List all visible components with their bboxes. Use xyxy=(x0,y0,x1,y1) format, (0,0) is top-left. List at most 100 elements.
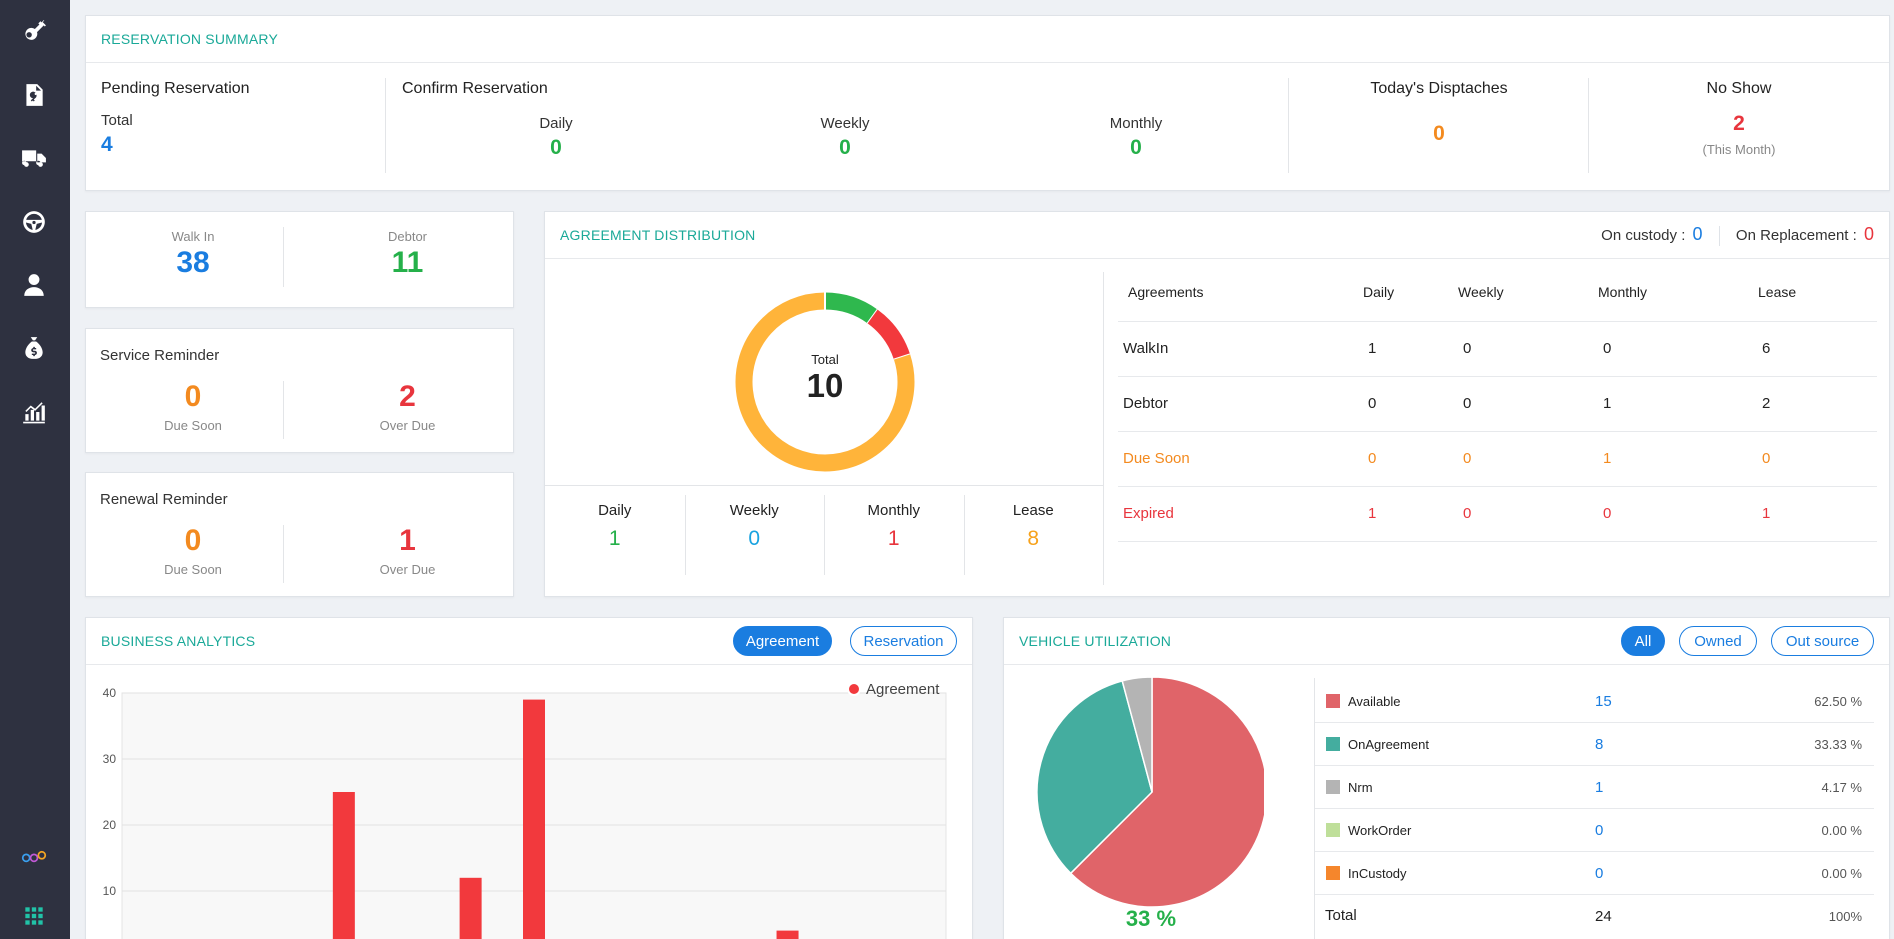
total-value[interactable]: 0 xyxy=(748,527,761,550)
steering-wheel-icon[interactable] xyxy=(19,207,49,237)
item-count[interactable]: 0 xyxy=(1595,865,1604,882)
renewal-due-soon-value[interactable]: 0 xyxy=(184,524,202,557)
confirm-daily-value[interactable]: 0 xyxy=(550,136,562,159)
table-cell: 0 xyxy=(1463,505,1472,522)
total-label: Daily xyxy=(598,502,632,519)
total-percent: 100% xyxy=(1828,909,1862,924)
driver-icon[interactable] xyxy=(19,270,49,300)
no-show-note: (This Month) xyxy=(1702,142,1776,157)
item-count[interactable]: 0 xyxy=(1595,822,1604,839)
tab-agreement[interactable]: Agreement xyxy=(733,626,832,656)
debtor-value[interactable]: 11 xyxy=(391,246,424,279)
renewal-reminder-card: Renewal Reminder 0 Due Soon 1 Over Due xyxy=(85,472,514,597)
business-analytics-card: BUSINESS ANALYTICS Agreement Reservation… xyxy=(85,617,973,939)
pie-percent-label: 33 % xyxy=(1125,906,1177,931)
total-value[interactable]: 1 xyxy=(887,527,900,550)
table-row[interactable]: Due Soon 0 0 1 0 xyxy=(1118,432,1877,487)
renewal-reminder-title: Renewal Reminder xyxy=(100,491,228,508)
table-cell: 6 xyxy=(1762,340,1771,357)
y-tick-label: 40 xyxy=(103,686,117,700)
total-value[interactable]: 1 xyxy=(608,527,621,550)
list-item[interactable]: WorkOrder 0 0.00 % xyxy=(1315,809,1874,852)
on-replacement-value[interactable]: 0 xyxy=(1863,223,1874,244)
legend-swatch xyxy=(1326,780,1340,794)
service-due-soon-value[interactable]: 0 xyxy=(184,380,202,413)
analytics-icon[interactable] xyxy=(19,397,49,427)
total-value[interactable]: 8 xyxy=(1027,527,1040,550)
business-analytics-chart: 40 30 20 10 Agreement xyxy=(103,681,947,939)
pending-total-value[interactable]: 4 xyxy=(101,133,113,156)
total-label: Weekly xyxy=(729,502,779,519)
service-over-due-value[interactable]: 2 xyxy=(399,380,416,413)
confirm-reservation-label: Confirm Reservation xyxy=(402,80,548,97)
confirm-weekly-label: Weekly xyxy=(820,115,870,132)
confirm-weekly-value[interactable]: 0 xyxy=(839,136,851,159)
key-icon[interactable] xyxy=(19,16,49,46)
reservation-summary-title: RESERVATION SUMMARY xyxy=(101,31,279,47)
item-name: Available xyxy=(1348,694,1401,709)
bar[interactable] xyxy=(332,792,355,939)
pie-slice-available[interactable] xyxy=(1069,676,1264,908)
renewal-over-due-label: Over Due xyxy=(379,562,436,577)
service-reminder-card: Service Reminder 0 Due Soon 2 Over Due xyxy=(85,328,514,453)
service-due-soon-label: Due Soon xyxy=(164,418,222,433)
total-label: Lease xyxy=(1012,502,1054,519)
pie-slice-onagreement[interactable] xyxy=(1036,679,1153,875)
vehicle-utilization-title: VEHICLE UTILIZATION xyxy=(1019,633,1172,649)
table-cell: 1 xyxy=(1603,450,1612,467)
item-count[interactable]: 8 xyxy=(1595,736,1604,753)
tab-out-source[interactable]: Out source xyxy=(1771,626,1874,656)
item-count[interactable]: 15 xyxy=(1595,693,1612,710)
bar[interactable] xyxy=(523,699,545,939)
service-reminder-title: Service Reminder xyxy=(100,347,220,364)
renewal-due-soon-label: Due Soon xyxy=(164,562,222,577)
table-cell: 1 xyxy=(1368,340,1377,357)
legend-swatch xyxy=(1326,866,1340,880)
table-row[interactable]: Expired 1 0 0 1 xyxy=(1118,487,1877,542)
document-key-icon[interactable] xyxy=(19,80,49,110)
item-count[interactable]: 1 xyxy=(1595,779,1604,796)
table-cell: 0 xyxy=(1463,395,1472,412)
list-item[interactable]: OnAgreement 8 33.33 % xyxy=(1315,723,1874,766)
tab-all[interactable]: All xyxy=(1621,626,1665,656)
confirm-monthly-value[interactable]: 0 xyxy=(1130,136,1142,159)
total-label: Total xyxy=(1325,907,1357,924)
walkin-value[interactable]: 38 xyxy=(176,246,210,279)
agreement-donut-chart xyxy=(735,292,915,472)
no-show-label: No Show xyxy=(1706,80,1772,97)
table-cell: 0 xyxy=(1368,450,1377,467)
list-item[interactable]: Nrm 1 4.17 % xyxy=(1315,766,1874,809)
on-custody-label: On custody : xyxy=(1601,226,1686,244)
tab-owned[interactable]: Owned xyxy=(1679,626,1757,656)
list-item[interactable]: Available 15 62.50 % xyxy=(1315,680,1874,723)
item-percent: 0.00 % xyxy=(1821,866,1862,881)
business-analytics-title: BUSINESS ANALYTICS xyxy=(101,633,256,649)
no-show-value[interactable]: 2 xyxy=(1733,112,1745,135)
donut-segment-daily[interactable] xyxy=(824,292,878,324)
total-value: 24 xyxy=(1595,908,1612,925)
apps-grid-icon[interactable] xyxy=(19,901,49,931)
item-percent: 4.17 % xyxy=(1821,780,1862,795)
on-custody-value[interactable]: 0 xyxy=(1692,223,1703,244)
total-daily: Daily 1 xyxy=(545,502,685,551)
header-agreements: Agreements xyxy=(1128,284,1204,300)
pie-slice-nrm[interactable] xyxy=(1121,676,1153,793)
logo-rings-icon[interactable] xyxy=(19,842,49,872)
y-tick-label: 10 xyxy=(103,884,117,898)
tab-reservation[interactable]: Reservation xyxy=(850,626,957,656)
bar[interactable] xyxy=(459,877,482,939)
renewal-over-due-value[interactable]: 1 xyxy=(399,524,416,557)
donut-segment-lease[interactable] xyxy=(735,292,915,472)
truck-icon[interactable] xyxy=(19,143,49,173)
header-monthly: Monthly xyxy=(1598,284,1648,300)
header-lease: Lease xyxy=(1758,284,1797,300)
total-monthly: Monthly 1 xyxy=(824,502,964,551)
bar[interactable] xyxy=(776,930,799,939)
list-item[interactable]: InCustody 0 0.00 % xyxy=(1315,852,1874,895)
agreement-table-header: Agreements Daily Weekly Monthly Lease xyxy=(1118,260,1877,322)
todays-dispatches-value[interactable]: 0 xyxy=(1433,122,1445,145)
table-row[interactable]: Debtor 0 0 1 2 xyxy=(1118,377,1877,432)
money-bag-icon[interactable] xyxy=(19,333,49,363)
table-row[interactable]: WalkIn 1 0 0 6 xyxy=(1118,322,1877,377)
donut-segment-monthly[interactable] xyxy=(867,309,911,360)
